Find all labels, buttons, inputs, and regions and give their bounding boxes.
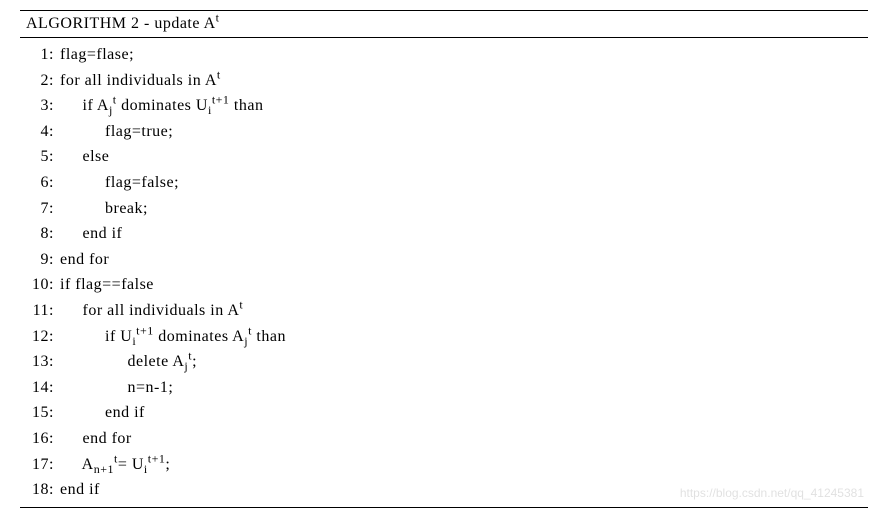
superscript: t [217,67,221,81]
line-number: 4: [26,119,54,145]
line-number: 3: [26,93,54,119]
code-line: 4: flag=true; [26,119,862,145]
line-number: 5: [26,144,54,170]
code-line: 5: else [26,144,862,170]
code-line: 8: end if [26,221,862,247]
code-line: 9:end for [26,247,862,273]
line-code: delete Ajt; [54,349,197,375]
code-line: 7: break; [26,196,862,222]
line-code: flag=true; [54,119,173,145]
code-line: 11: for all individuals in At [26,298,862,324]
line-number: 17: [26,452,54,478]
line-number: 15: [26,400,54,426]
title-sup: t [216,11,220,25]
code-line: 15: end if [26,400,862,426]
line-number: 13: [26,349,54,375]
watermark: https://blog.csdn.net/qq_41245381 [680,486,864,500]
superscript: t [114,451,118,465]
line-code: An+1t= Uit+1; [54,452,170,478]
line-number: 2: [26,68,54,94]
code-line: 10:if flag==false [26,272,862,298]
line-number: 8: [26,221,54,247]
line-code: if Uit+1 dominates Ajt than [54,324,286,350]
code-line: 13: delete Ajt; [26,349,862,375]
title-text: ALGORITHM 2 - update A [26,15,216,32]
superscript: t+1 [148,451,166,465]
superscript: t [239,298,243,312]
superscript: t [248,323,252,337]
line-code: break; [54,196,148,222]
line-code: flag=false; [54,170,179,196]
line-code: if flag==false [54,272,154,298]
code-line: 14: n=n-1; [26,375,862,401]
line-code: if Ajt dominates Uit+1 than [54,93,263,119]
line-code: end for [54,426,132,452]
code-line: 16: end for [26,426,862,452]
code-line: 12: if Uit+1 dominates Ajt than [26,324,862,350]
superscript: t+1 [212,93,230,107]
line-number: 11: [26,298,54,324]
code-line: 17: An+1t= Uit+1; [26,452,862,478]
line-number: 7: [26,196,54,222]
line-number: 9: [26,247,54,273]
line-code: end for [54,247,109,273]
algorithm-title: ALGORITHM 2 - update At [20,11,868,38]
superscript: t+1 [136,323,154,337]
algorithm-lines: 1:flag=flase;2:for all individuals in At… [20,38,868,507]
code-line: 6: flag=false; [26,170,862,196]
line-number: 1: [26,42,54,68]
line-number: 12: [26,324,54,350]
line-code: end if [54,221,122,247]
line-code: n=n-1; [54,375,173,401]
code-line: 1:flag=flase; [26,42,862,68]
line-number: 10: [26,272,54,298]
line-number: 14: [26,375,54,401]
code-line: 2:for all individuals in At [26,68,862,94]
line-code: else [54,144,109,170]
superscript: t [113,93,117,107]
code-line: 3: if Ajt dominates Uit+1 than [26,93,862,119]
line-code: end if [54,400,145,426]
superscript: t [188,349,192,363]
subscript: n+1 [94,462,114,476]
algorithm-box: ALGORITHM 2 - update At 1:flag=flase;2:f… [20,10,868,508]
line-number: 16: [26,426,54,452]
line-code: for all individuals in At [54,68,221,94]
line-code: flag=flase; [54,42,134,68]
line-code: end if [54,477,100,503]
line-code: for all individuals in At [54,298,243,324]
line-number: 18: [26,477,54,503]
line-number: 6: [26,170,54,196]
